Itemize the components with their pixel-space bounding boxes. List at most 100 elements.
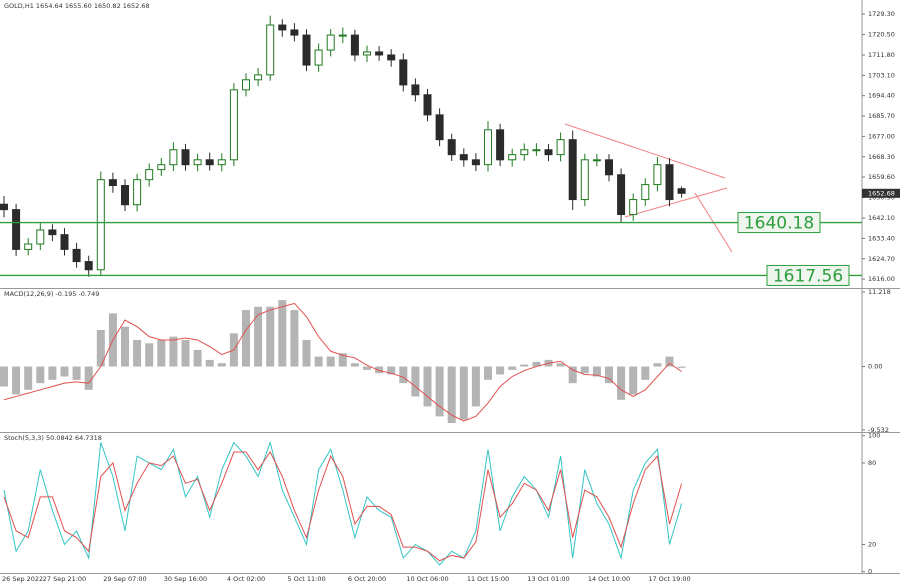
candle-body xyxy=(665,164,674,201)
y-tick-label: 0.00 xyxy=(868,363,882,371)
y-tick-label: 11.218 xyxy=(868,288,891,296)
macd-bar xyxy=(350,363,359,367)
y-tick-label: 1633.40 xyxy=(868,234,895,242)
y-tick-label: 1711.80 xyxy=(868,51,895,59)
candle-body xyxy=(363,51,371,56)
macd-bar xyxy=(326,356,335,367)
macd-bar xyxy=(133,339,142,367)
y-tick-label: -9.532 xyxy=(868,426,889,434)
y-tick-label: 1703.10 xyxy=(868,71,895,79)
macd-bar xyxy=(338,353,347,367)
macd-bar xyxy=(181,339,190,367)
candle-body xyxy=(24,243,33,250)
candle-body xyxy=(121,185,129,206)
y-tick-label: 100 xyxy=(868,432,880,440)
candle-body xyxy=(580,159,589,201)
last-price-box xyxy=(862,188,900,198)
x-tick-label: 6 Oct 20:00 xyxy=(348,575,386,583)
candle-body xyxy=(484,129,492,166)
candle-body xyxy=(0,203,8,211)
candle-body xyxy=(338,34,347,37)
candle-body xyxy=(375,51,384,56)
candle-body xyxy=(520,149,529,156)
candle-body xyxy=(447,139,456,156)
x-tick-label: 13 Oct 01:00 xyxy=(527,575,569,583)
macd-bar xyxy=(278,300,287,367)
macd-bar xyxy=(568,366,577,384)
x-tick-label: 17 Oct 19:00 xyxy=(648,575,690,583)
y-tick-label: 1677.00 xyxy=(868,132,895,140)
macd-bar xyxy=(205,359,214,367)
y-tick-label: 1720.50 xyxy=(868,31,895,39)
macd-bar xyxy=(653,363,662,367)
candle-body xyxy=(617,174,626,216)
macd-bar xyxy=(72,366,81,380)
y-tick-label: 0 xyxy=(868,568,872,576)
trend-line xyxy=(564,123,726,179)
candle-body xyxy=(411,84,420,96)
macd-bar xyxy=(520,364,529,367)
macd-bar xyxy=(121,326,129,367)
candle-body xyxy=(36,229,45,245)
y-tick-label: 1616.00 xyxy=(868,275,895,283)
x-tick-label: 30 Sep 16:00 xyxy=(164,575,207,583)
last-price-label: 1652.68 xyxy=(868,189,895,197)
candle-body xyxy=(435,114,444,141)
macd-bar xyxy=(36,366,45,384)
candle-body xyxy=(544,149,553,156)
level-label: 1617.56 xyxy=(773,266,843,286)
macd-bar xyxy=(96,329,105,367)
macd-bar xyxy=(665,356,674,367)
macd-bar xyxy=(193,349,202,367)
macd-bar xyxy=(60,366,69,377)
macd-bar xyxy=(399,366,408,384)
candle-body xyxy=(108,179,117,187)
macd-bar xyxy=(302,339,311,367)
macd-bar xyxy=(12,366,21,395)
y-tick-label: 1694.40 xyxy=(868,92,895,100)
candle-body xyxy=(605,159,613,176)
candle-body xyxy=(205,159,214,166)
candle-body xyxy=(532,149,541,152)
macd-bar xyxy=(314,356,323,367)
candle-body xyxy=(629,199,638,216)
macd-bar xyxy=(496,366,505,375)
x-tick-label: 5 Oct 11:00 xyxy=(287,575,325,583)
candle-body xyxy=(568,139,577,201)
macd-bar xyxy=(254,306,263,367)
candle-body xyxy=(314,49,323,66)
macd-bar xyxy=(435,366,444,417)
candle-body xyxy=(471,159,480,166)
x-tick-label: 4 Oct 02:00 xyxy=(227,575,265,583)
candle-body xyxy=(508,154,517,161)
macd-bar xyxy=(617,366,626,400)
macd-bar xyxy=(423,366,432,407)
level-label-box xyxy=(737,212,821,234)
candle-body xyxy=(302,34,311,66)
level-label: 1640.18 xyxy=(744,214,814,234)
macd-bar xyxy=(532,361,541,367)
macd-bar xyxy=(387,366,396,375)
macd-bar xyxy=(145,343,154,367)
macd-header: MACD(12,26,9) -0.195 -0.749 xyxy=(4,290,99,298)
candle-body xyxy=(592,159,601,162)
candle-body xyxy=(278,24,287,31)
candle-body xyxy=(641,184,650,201)
level-label-box xyxy=(766,264,850,286)
stoch-header: Stoch(5,3,3) 50.0842 64.7318 xyxy=(4,434,102,442)
candle-body xyxy=(326,34,335,51)
macd-bar xyxy=(266,306,275,367)
candle-body xyxy=(181,149,190,166)
x-tick-label: 29 Sep 07:00 xyxy=(103,575,146,583)
candle-body xyxy=(387,54,396,61)
candle-body xyxy=(254,74,263,81)
macd-bar xyxy=(580,366,589,374)
x-tick-label: 26 Sep 2022 xyxy=(2,575,43,583)
candle-body xyxy=(653,164,662,186)
candle-body xyxy=(157,164,166,171)
candle-body xyxy=(242,79,250,91)
candle-body xyxy=(556,139,565,156)
macd-bar xyxy=(629,366,638,395)
macd-bar xyxy=(84,366,93,390)
